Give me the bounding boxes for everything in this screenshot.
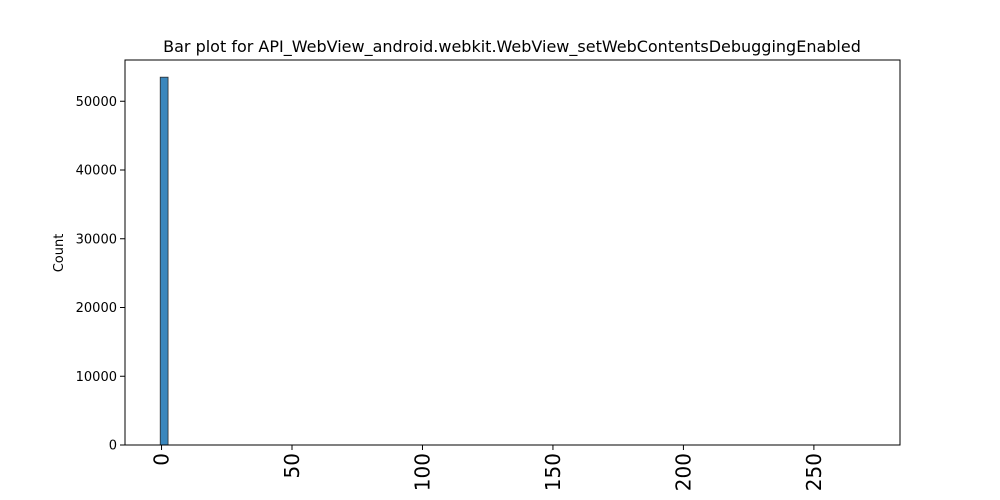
bar-0 bbox=[159, 76, 169, 446]
x-tick-label: 200 bbox=[671, 453, 695, 491]
x-tick-label: 150 bbox=[541, 453, 565, 491]
y-axis-label: Count bbox=[52, 234, 67, 273]
y-tick-label: 0 bbox=[109, 439, 117, 454]
x-tick-label: 250 bbox=[802, 453, 826, 491]
plot-frame bbox=[124, 59, 901, 446]
x-ticks: 0 50 100 150 200 250 bbox=[150, 445, 826, 491]
y-tick-label: 10000 bbox=[76, 370, 117, 385]
y-tick-label: 50000 bbox=[76, 95, 117, 110]
x-tick-label: 0 bbox=[150, 453, 174, 466]
bars-group bbox=[159, 76, 169, 446]
y-tick-label: 40000 bbox=[76, 164, 117, 179]
y-tick-label: 20000 bbox=[76, 301, 117, 316]
y-ticks: 0 10000 20000 30000 40000 50000 bbox=[76, 95, 125, 454]
chart-title: Bar plot for API_WebView_android.webkit.… bbox=[163, 37, 861, 57]
x-tick-label: 100 bbox=[410, 453, 434, 491]
y-tick-label: 30000 bbox=[76, 232, 117, 247]
x-tick-label: 50 bbox=[280, 453, 304, 478]
